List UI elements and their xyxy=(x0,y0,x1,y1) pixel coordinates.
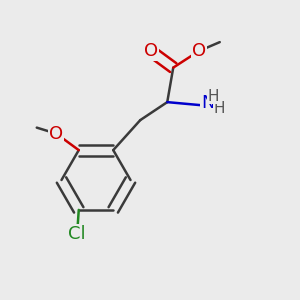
Text: O: O xyxy=(192,42,206,60)
Text: H: H xyxy=(213,101,225,116)
Text: N: N xyxy=(201,94,214,112)
Text: H: H xyxy=(207,88,219,104)
Text: O: O xyxy=(49,124,63,142)
Text: O: O xyxy=(144,42,158,60)
Text: Cl: Cl xyxy=(68,225,86,243)
